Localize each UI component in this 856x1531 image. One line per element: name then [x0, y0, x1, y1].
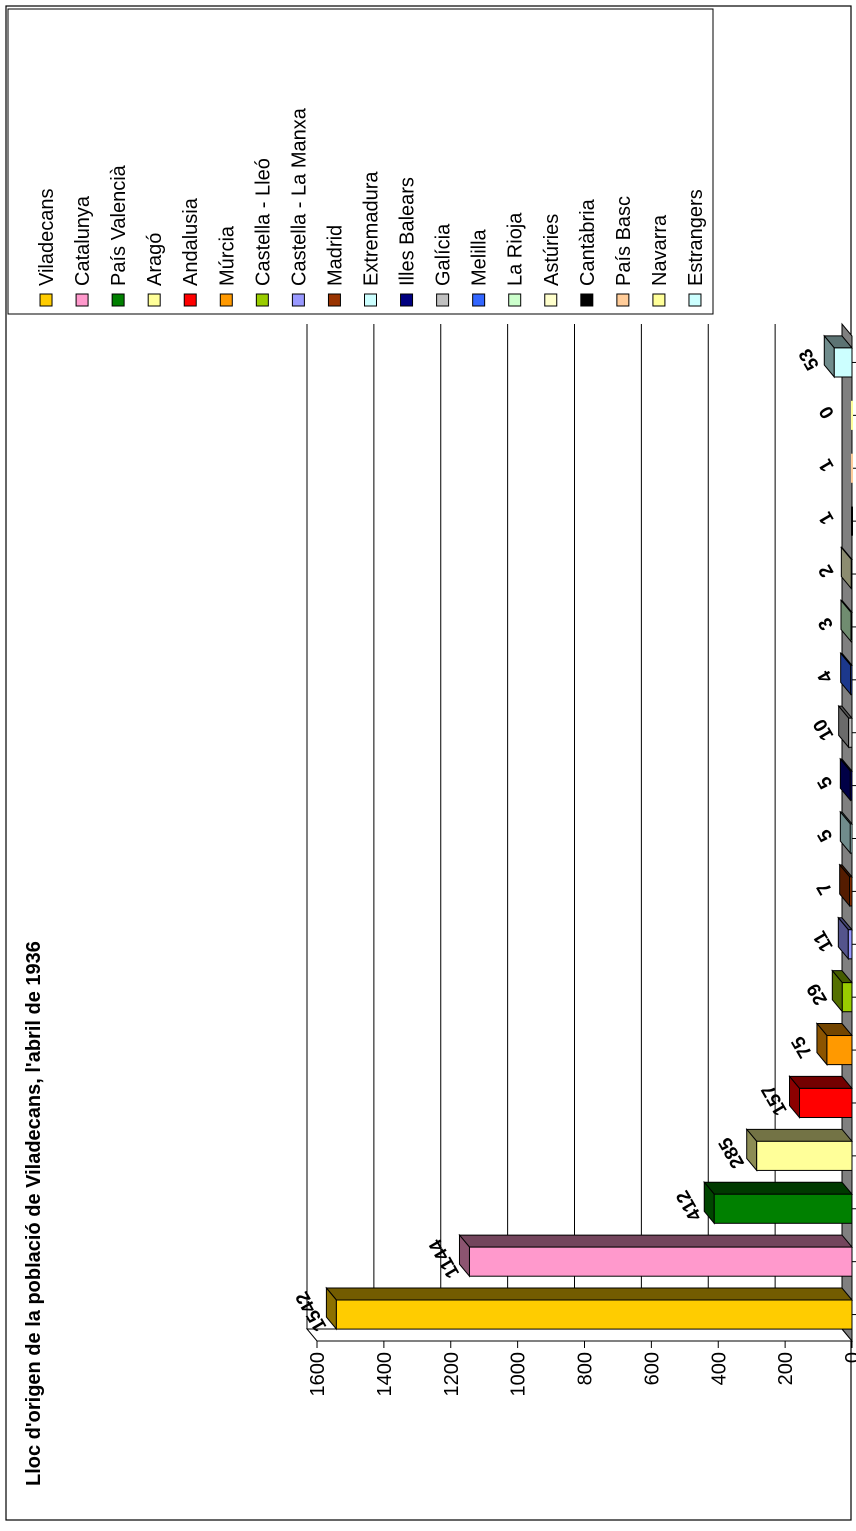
- bar-asturies: [850, 558, 853, 590]
- legend-entry: Galícia: [433, 223, 455, 286]
- y-tick-label: 1200: [441, 1352, 463, 1397]
- legend-entry: Castella - La Manxa: [288, 107, 310, 286]
- legend-swatch: [472, 293, 486, 307]
- legend-entry: Melilla: [469, 228, 491, 286]
- legend-swatch: [147, 293, 161, 307]
- legend-swatch: [400, 293, 414, 307]
- legend-swatch: [580, 293, 594, 307]
- y-tick-label: 1600: [307, 1352, 329, 1397]
- legend-swatch: [39, 293, 53, 307]
- bar-illes-balears: [849, 770, 853, 801]
- legend-entry: Illes Balears: [397, 177, 419, 286]
- legend-entry: Catalunya: [72, 195, 94, 286]
- legend-swatch: [364, 293, 377, 307]
- bar-castella-lleo: [841, 982, 853, 1013]
- legend-entry: Extremadura: [361, 171, 383, 286]
- legend-entry: La Rioja: [505, 212, 527, 286]
- y-tick-label: 1400: [374, 1352, 396, 1397]
- bar-madrid: [849, 876, 853, 907]
- legend-swatch: [327, 293, 341, 307]
- bar-andalusia: [799, 1087, 853, 1119]
- legend-swatch: [544, 293, 558, 307]
- y-tick-label: 200: [775, 1352, 797, 1385]
- legend-swatch: [652, 293, 666, 307]
- legend-entry: Navarra: [649, 214, 671, 286]
- legend: Viladecans Catalunya País Valencià Aragó And…: [7, 8, 714, 315]
- bar-estrangers: [833, 347, 853, 378]
- bar-viladecans: [335, 1299, 853, 1330]
- y-tick-label: 1000: [508, 1352, 530, 1397]
- legend-swatch: [111, 293, 125, 307]
- bar-extremadura: [849, 823, 853, 854]
- bar-andalusia-side: [788, 1075, 854, 1089]
- legend-entry: Múrcia: [216, 225, 238, 286]
- legend-entry: Madrid: [324, 225, 346, 286]
- left-wall: [305, 1328, 854, 1342]
- bar-catalunya-side: [458, 1234, 854, 1248]
- y-tick-label: 600: [641, 1352, 663, 1385]
- legend-entry: Cantàbria: [577, 198, 599, 286]
- legend-entry: País Basc: [613, 196, 635, 286]
- bar-viladecans-side: [325, 1287, 854, 1301]
- legend-swatch: [291, 293, 305, 307]
- legend-swatch: [508, 293, 522, 307]
- legend-swatch: [616, 293, 630, 307]
- y-tick-label: 0: [842, 1352, 856, 1363]
- bar-pais-valencia-side: [703, 1181, 854, 1195]
- legend-entry: Castella - Lleó: [252, 158, 274, 286]
- y-tick-label: 800: [575, 1352, 597, 1385]
- bar-arago-side: [745, 1128, 854, 1142]
- chart-title: Lloc d'origen de la població de Viladeca…: [23, 941, 45, 1486]
- legend-swatch: [688, 293, 702, 307]
- legend-entry: Viladecans: [36, 189, 58, 286]
- legend-entry: País Valencià: [108, 164, 130, 286]
- legend-entry: Estrangers: [685, 189, 707, 286]
- bar-melilla: [850, 664, 853, 695]
- legend-entry: Aragó: [144, 233, 166, 286]
- legend-swatch: [255, 293, 269, 307]
- bar-castella-la-manxa: [847, 929, 853, 960]
- legend-entry: Astúries: [541, 214, 563, 286]
- bar-la-rioja: [850, 611, 853, 642]
- legend-box: [7, 8, 714, 315]
- legend-swatch: [219, 293, 233, 307]
- legend-swatch: [75, 293, 89, 307]
- bar-arago: [756, 1140, 853, 1171]
- bar-galicia: [848, 717, 853, 748]
- bar-catalunya: [468, 1246, 853, 1277]
- legend-swatch: [183, 293, 197, 307]
- legend-swatch: [436, 293, 450, 307]
- legend-entry: Andalusia: [180, 197, 202, 286]
- bar-pais-valencia: [713, 1193, 853, 1224]
- y-tick-label: 400: [708, 1352, 730, 1385]
- bar-murcia: [826, 1035, 853, 1066]
